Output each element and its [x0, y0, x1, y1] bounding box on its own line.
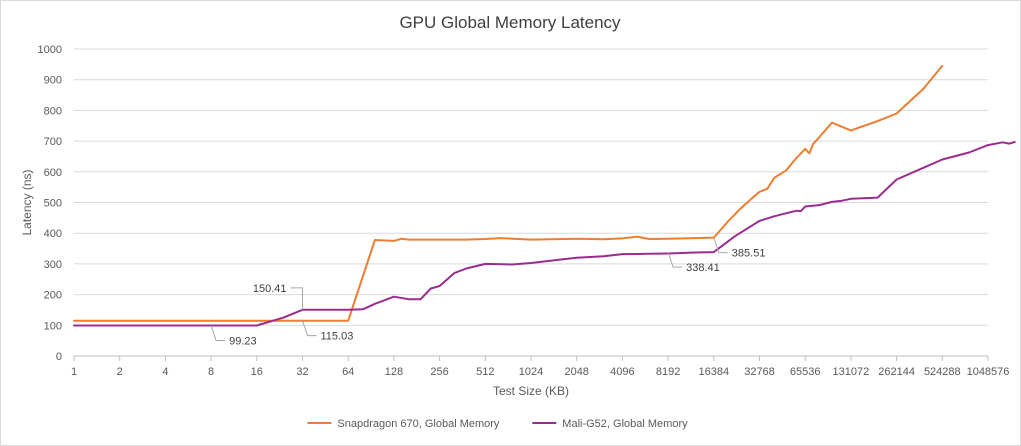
x-tick-label: 32768 [744, 366, 775, 378]
y-tick-label: 1000 [38, 44, 62, 56]
y-tick-label: 700 [44, 136, 62, 148]
x-tick-label: 512 [476, 366, 494, 378]
y-tick-label: 500 [44, 198, 62, 210]
y-tick-label: 900 [44, 75, 62, 87]
x-tick-label: 1024 [519, 366, 543, 378]
x-tick-label: 1048576 [967, 366, 1010, 378]
x-tick-label: 128 [385, 366, 403, 378]
y-tick-label: 100 [44, 320, 62, 332]
legend: Snapdragon 670, Global Memory Mali-G52, G… [307, 418, 688, 430]
x-tick-label: 524288 [924, 366, 961, 378]
x-tick-label: 256 [430, 366, 448, 378]
series-line-2 [73, 141, 1016, 327]
data-label: 338.41 [686, 262, 720, 274]
gridlines [74, 48, 988, 357]
x-tick-label: 16384 [699, 366, 730, 378]
y-tick-label: 0 [56, 351, 62, 363]
x-tick-label: 8192 [656, 366, 680, 378]
data-label: 99.23 [229, 336, 257, 348]
x-tick-label: 65536 [790, 366, 821, 378]
data-label: 150.41 [253, 283, 287, 295]
data-label-leader [210, 325, 226, 342]
series-lines [73, 64, 1016, 327]
y-tick-label: 600 [44, 167, 62, 179]
x-tick-label: 4096 [610, 366, 634, 378]
data-label-leader [713, 237, 728, 254]
y-tick-label: 400 [44, 228, 62, 240]
y-tick-label: 300 [44, 259, 62, 271]
legend-label-1: Snapdragon 670, Global Memory [337, 418, 500, 430]
x-tick-label: 1 [71, 366, 77, 378]
y-tick-label: 200 [44, 290, 62, 302]
x-tick-label: 8 [208, 366, 214, 378]
x-tick-label: 32 [296, 366, 308, 378]
x-tick-label: 64 [342, 366, 354, 378]
x-tick-label: 131072 [833, 366, 870, 378]
x-tick-label: 2048 [564, 366, 588, 378]
y-tick-label: 800 [44, 105, 62, 117]
chart-title: GPU Global Memory Latency [399, 13, 621, 32]
x-tick-label: 4 [162, 366, 168, 378]
series-line-1 [73, 64, 944, 322]
data-label-leader [667, 251, 683, 268]
data-label: 115.03 [321, 331, 354, 343]
y-axis-title: Latency (ns) [20, 169, 34, 235]
legend-label-2: Mali-G52, Global Memory [562, 418, 688, 430]
data-labels: 99.23 150.41 115.03 338.41 385.51 [210, 237, 766, 348]
data-label-leader [302, 320, 317, 337]
y-axis-ticks: 0 100 200 300 400 500 600 700 800 900 1000 [38, 44, 62, 363]
data-label-leader [290, 287, 303, 310]
x-tick-label: 262144 [878, 366, 915, 378]
x-axis-ticks: 1 2 4 8 16 32 64 128 256 512 1024 2048 4096 8192 16384… [71, 356, 1009, 378]
data-label: 385.51 [732, 248, 766, 260]
x-tick-label: 16 [251, 366, 263, 378]
x-tick-label: 2 [117, 366, 123, 378]
x-axis-title: Test Size (KB) [493, 384, 569, 398]
